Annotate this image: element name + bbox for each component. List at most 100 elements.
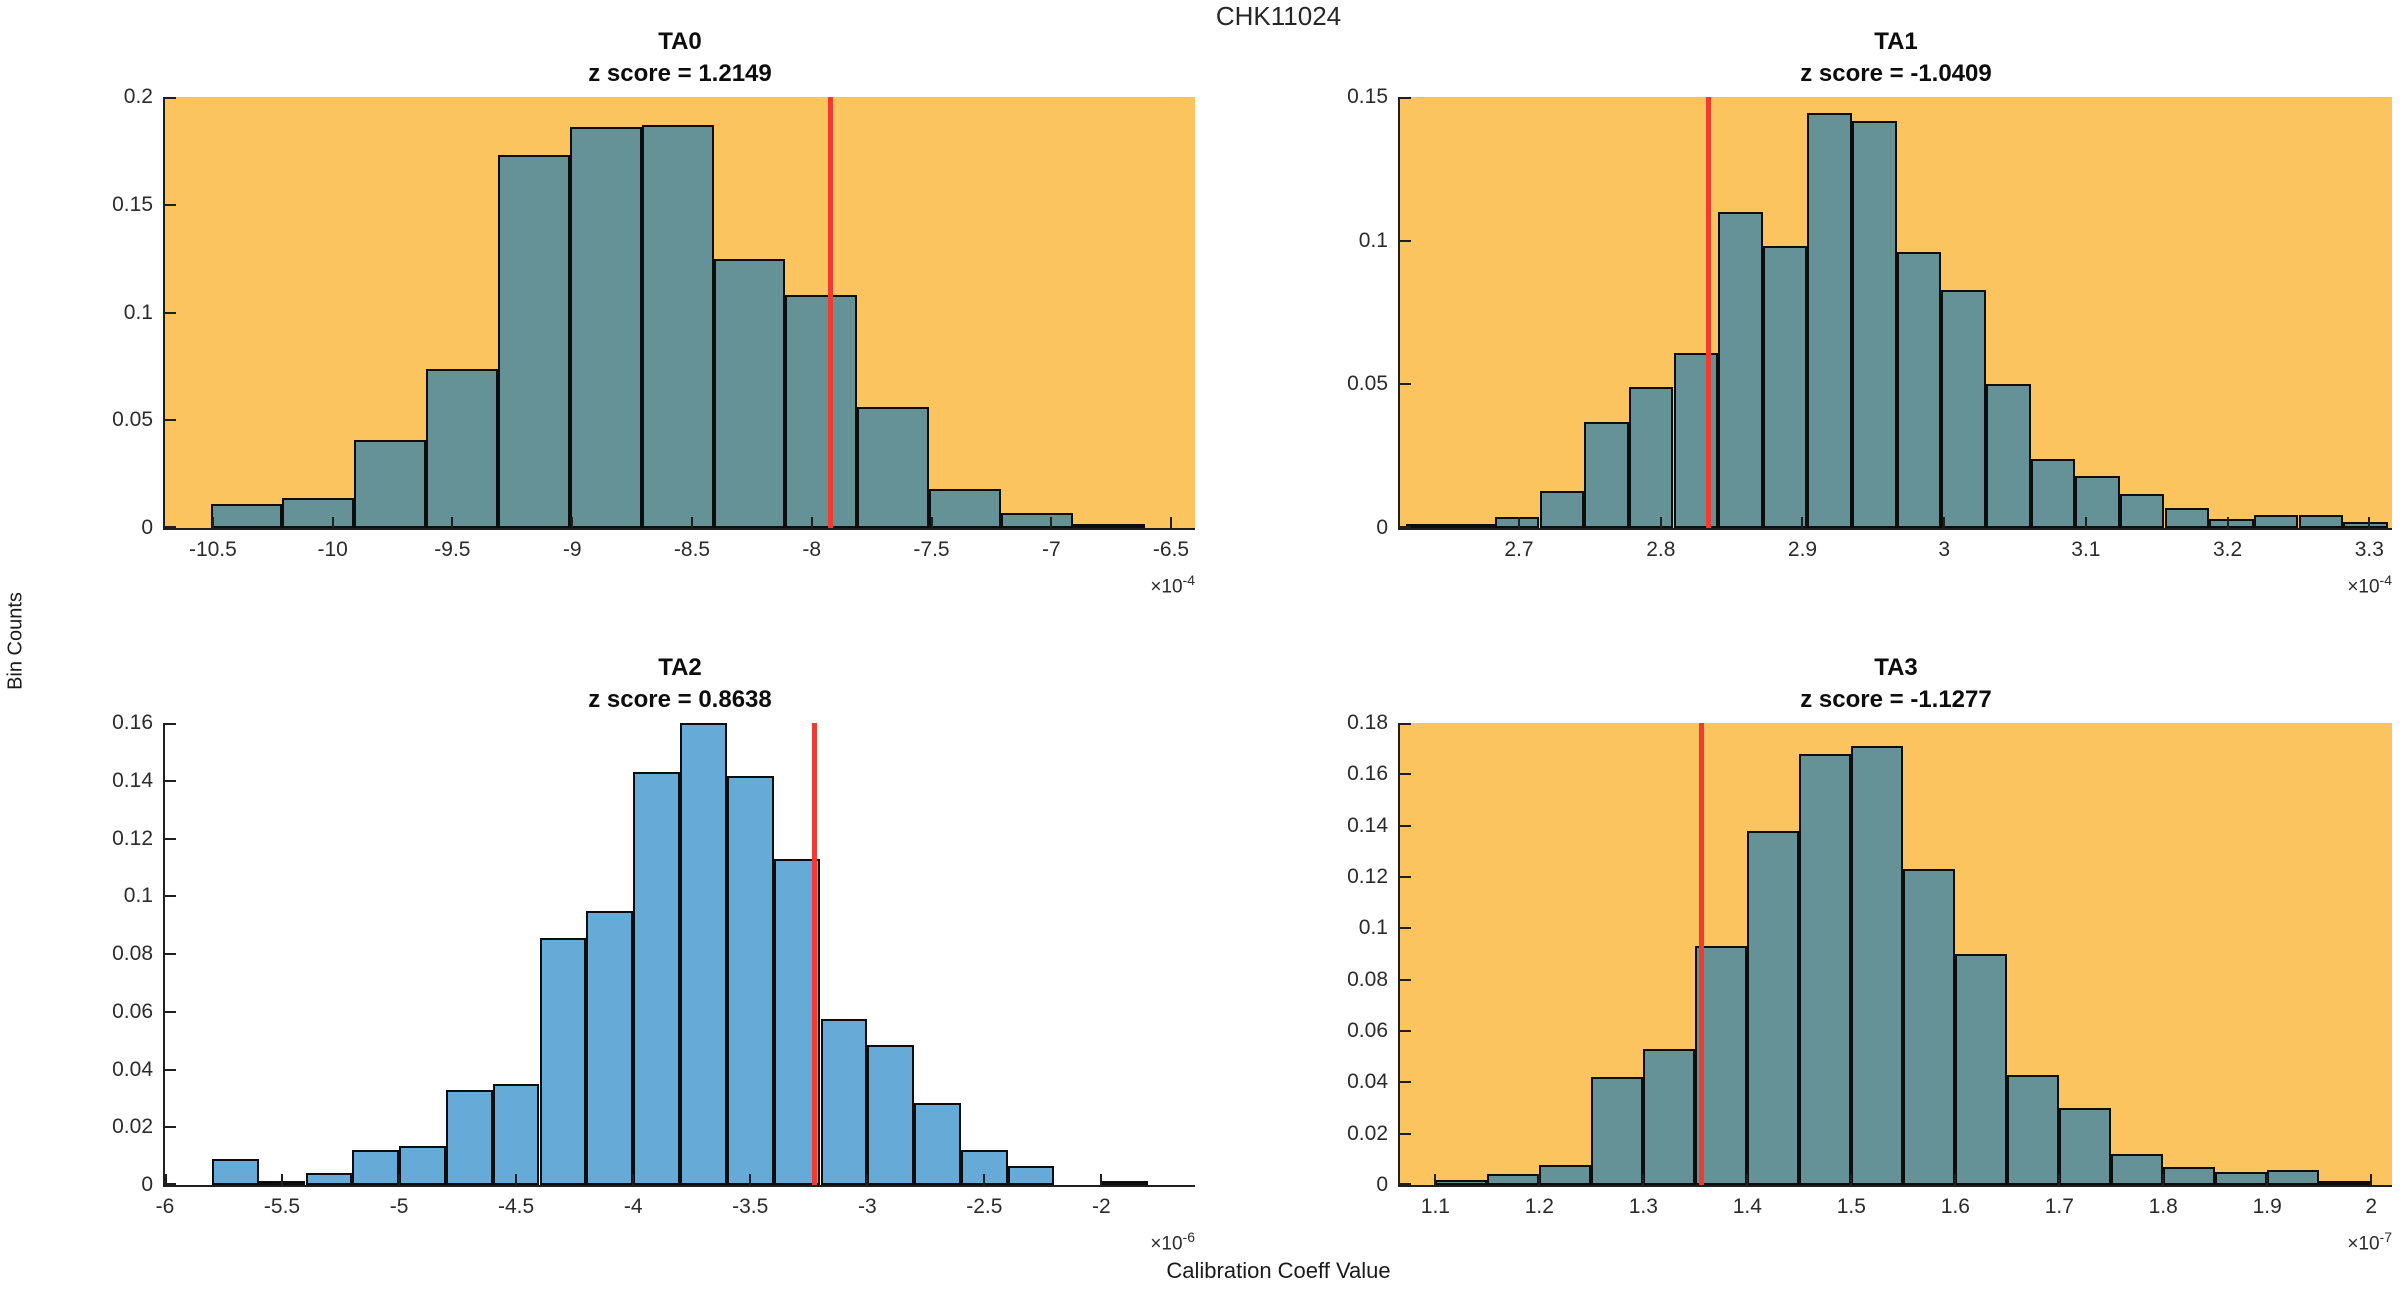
- x-tick: [2084, 517, 2087, 528]
- histogram-bar: [633, 772, 680, 1185]
- x-tick: [165, 1174, 167, 1185]
- y-tick: [1400, 824, 1411, 827]
- histogram-bar: [1851, 746, 1904, 1185]
- axis-exponent-label: ×10-4: [2272, 572, 2392, 598]
- y-tick-label: 0.1: [1358, 916, 1388, 940]
- histogram-bar: [1584, 421, 1629, 528]
- y-tick: [1400, 1030, 1411, 1032]
- histogram-bar: [713, 258, 786, 528]
- histogram-bar: [445, 1089, 493, 1185]
- x-tick-label: -2: [1092, 1195, 1111, 1218]
- x-tick: [1801, 517, 1804, 528]
- x-tick: [866, 1174, 869, 1185]
- x-tick: [515, 1174, 518, 1185]
- x-tick: [690, 517, 693, 528]
- y-tick: [165, 953, 176, 955]
- x-tick-label: -3: [857, 1195, 877, 1218]
- y-tick-label: 0.2: [123, 85, 153, 108]
- x-tick: [2266, 1174, 2269, 1185]
- axis-exponent-base: ×10: [1150, 1233, 1183, 1255]
- axis-exponent-value: -4: [1182, 572, 1195, 588]
- x-tick-label: 2.9: [1787, 538, 1818, 561]
- y-tick-label: 0.05: [112, 408, 153, 432]
- subplot-zscore-subtitle: z score = -1.0409: [1800, 60, 1992, 87]
- y-tick-label: 0.14: [112, 768, 153, 792]
- y-tick-label: 0.16: [1347, 762, 1388, 786]
- y-axis-figure-label: Bin Counts: [4, 592, 27, 690]
- y-tick-label: 0.15: [1347, 85, 1388, 108]
- histogram-bar: [1673, 352, 1719, 528]
- histogram-bar: [1955, 954, 2008, 1185]
- x-tick-label: 1.9: [2252, 1195, 2282, 1218]
- x-tick: [2058, 1174, 2061, 1185]
- subplot-title: TA0: [658, 28, 702, 55]
- histogram-bar: [569, 127, 642, 528]
- y-tick-label: 0.08: [112, 942, 153, 965]
- subplot-zscore-subtitle: z score = 0.8638: [588, 686, 772, 713]
- x-tick: [2226, 517, 2229, 528]
- x-tick: [2368, 517, 2371, 528]
- x-tick-label: 1.2: [1524, 1195, 1554, 1218]
- z-score-marker-line: [1706, 97, 1712, 528]
- y-tick: [165, 723, 176, 725]
- histogram-bar: [1807, 112, 1852, 528]
- y-tick: [1400, 1081, 1411, 1084]
- histogram-bar: [426, 368, 498, 528]
- histogram-bar: [1450, 524, 1495, 528]
- histogram-bar: [1539, 1164, 1592, 1185]
- histogram-bar: [2163, 1167, 2216, 1185]
- x-tick: [983, 1174, 986, 1185]
- y-tick: [1400, 876, 1411, 878]
- histogram-bar: [1001, 512, 1073, 528]
- x-tick-label: 3.2: [2212, 538, 2243, 561]
- y-tick-label: 0.04: [112, 1057, 153, 1081]
- subplot-zscore-subtitle: z score = -1.1277: [1800, 686, 1992, 713]
- x-tick: [1434, 1174, 1437, 1185]
- histogram-bar: [1007, 1166, 1055, 1185]
- x-tick: [1943, 517, 1946, 528]
- x-tick: [632, 1174, 635, 1185]
- x-tick-label: 2.7: [1504, 538, 1534, 561]
- histogram-bar: [2075, 476, 2120, 528]
- x-tick: [451, 517, 454, 528]
- x-tick: [1050, 517, 1053, 528]
- histogram-bar: [857, 407, 930, 528]
- histogram-bar: [867, 1045, 915, 1185]
- y-tick: [165, 1010, 176, 1013]
- histogram-bar: [498, 155, 570, 528]
- histogram-bar: [1896, 252, 1942, 528]
- x-tick-label: -8.5: [673, 538, 711, 561]
- x-tick-label: 3: [1938, 538, 1951, 561]
- histogram-bar: [354, 439, 427, 528]
- y-tick-label: 0.04: [1347, 1070, 1388, 1094]
- axis-exponent-value: -7: [2379, 1229, 2392, 1245]
- y-tick: [165, 419, 176, 422]
- x-tick-label: 1.1: [1420, 1195, 1450, 1218]
- x-tick: [1100, 1174, 1103, 1185]
- histogram-bar: [2209, 519, 2254, 528]
- histogram-bar: [1591, 1077, 1644, 1185]
- y-tick-label: 0.06: [112, 999, 153, 1023]
- x-tick: [749, 1174, 752, 1185]
- x-tick: [331, 517, 334, 528]
- x-tick: [2370, 1174, 2373, 1185]
- figure-title: CHK11024: [1215, 1, 1342, 31]
- y-tick-label: 0: [141, 1173, 153, 1196]
- x-tick: [1642, 1174, 1645, 1185]
- axis-exponent-base: ×10: [1150, 576, 1183, 598]
- histogram-bar: [2007, 1074, 2060, 1185]
- y-tick: [1400, 927, 1411, 930]
- axis-exponent-base: ×10: [2347, 1233, 2380, 1255]
- histogram-bar: [399, 1146, 446, 1185]
- plot-area-TA1: [1398, 97, 2392, 530]
- y-tick-label: 0.1: [123, 884, 153, 908]
- z-score-marker-line: [1699, 723, 1705, 1185]
- x-tick: [571, 517, 574, 528]
- histogram-bar: [2111, 1154, 2164, 1185]
- x-tick-label: 1.7: [2044, 1195, 2074, 1218]
- x-axis-figure-label: Calibration Coeff Value: [1166, 1258, 1391, 1283]
- axis-exponent-base: ×10: [2347, 576, 2380, 598]
- histogram-bar: [1405, 524, 1451, 528]
- subplot-title: TA2: [658, 654, 702, 681]
- z-score-marker-line: [828, 97, 834, 528]
